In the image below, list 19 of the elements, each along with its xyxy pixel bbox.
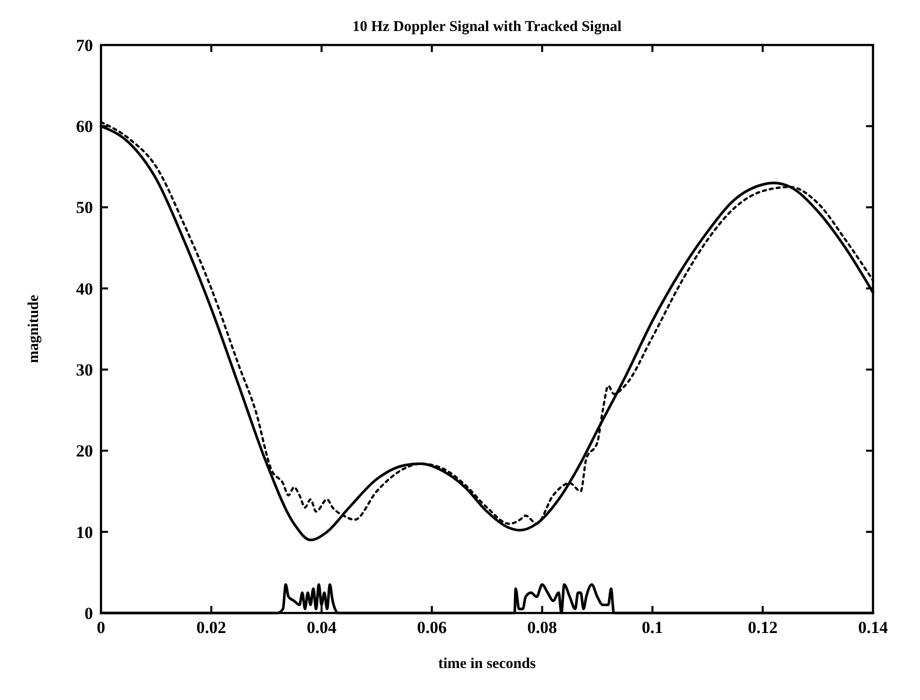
y-tick-label: 20 [76, 442, 93, 461]
x-tick-label: 0.02 [196, 618, 226, 637]
x-tick-label: 0.04 [306, 618, 337, 637]
chart-title: 10 Hz Doppler Signal with Tracked Signal [352, 19, 622, 35]
y-tick-label: 0 [84, 604, 93, 623]
x-tick-label: 0.12 [748, 618, 778, 637]
y-axis-title: magnitude [26, 294, 42, 364]
y-tick-label: 60 [76, 117, 93, 136]
y-tick-label: 40 [76, 279, 93, 298]
y-tick-label: 10 [76, 522, 93, 542]
x-tick-label: 0 [96, 618, 106, 637]
x-tick-label: 0.08 [527, 618, 558, 637]
y-tick-label: 50 [76, 198, 93, 218]
x-axis-title: time in seconds [438, 656, 536, 672]
y-tick-label: 70 [76, 36, 93, 55]
x-tick-label: 0.06 [416, 618, 447, 637]
y-tick-label: 30 [76, 360, 93, 380]
x-tick-label: 0.14 [858, 618, 888, 637]
x-tick-label: 0.1 [642, 618, 664, 637]
